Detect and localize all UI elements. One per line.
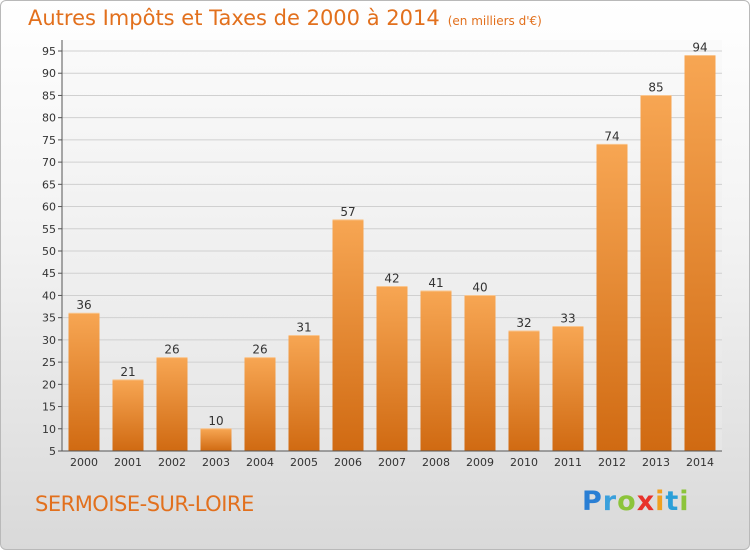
bar: [508, 331, 540, 451]
y-tick-label: 60: [42, 201, 56, 214]
unit-label: (en milliers d'€): [447, 14, 542, 28]
x-tick-label: 2011: [554, 456, 582, 469]
y-tick-label: 95: [42, 45, 56, 58]
bar: [464, 295, 496, 451]
y-axis: 5 10 15 20 25 30 35 40 45 50 55 60 65 70 75 80 85 90 95: [42, 40, 63, 458]
bar: [640, 95, 672, 451]
x-tick-label: 2012: [598, 456, 626, 469]
logo-letter: i: [655, 486, 666, 517]
data-label: 26: [164, 343, 179, 357]
x-tick-label: 2000: [70, 456, 98, 469]
bar: [288, 335, 320, 451]
bar: [156, 357, 188, 451]
y-tick-label: 50: [42, 245, 56, 258]
data-label: 33: [560, 312, 575, 326]
x-tick-label: 2009: [466, 456, 494, 469]
data-label: 31: [296, 320, 311, 334]
x-tick-label: 2008: [422, 456, 450, 469]
logo-letter: t: [665, 486, 680, 517]
title-text: Autres Impôts et Taxes de 2000 à 2014: [28, 6, 440, 30]
bar: [68, 313, 100, 451]
data-label: 36: [76, 298, 91, 312]
y-tick-label: 40: [42, 289, 56, 302]
data-label: 41: [428, 276, 443, 290]
bar: [332, 219, 364, 451]
bar: [552, 326, 584, 451]
x-axis: 2000 2001 2002 2003 2004 2005 2006 2007 2008 2009…: [62, 450, 722, 469]
bar: [376, 286, 408, 451]
x-tick-label: 2013: [642, 456, 670, 469]
x-tick-label: 2002: [158, 456, 186, 469]
logo-letter: x: [636, 486, 656, 517]
data-label: 40: [472, 280, 487, 294]
bar: [200, 428, 232, 451]
data-label: 57: [340, 205, 355, 219]
data-label: 94: [692, 40, 707, 54]
logo-letter: o: [617, 486, 637, 517]
bar: [684, 55, 716, 451]
bar: [244, 357, 276, 451]
y-tick-label: 85: [42, 89, 56, 102]
data-label: 10: [208, 414, 223, 428]
data-label: 85: [648, 80, 663, 94]
y-tick-label: 90: [42, 67, 56, 80]
data-label: 42: [384, 272, 399, 286]
y-tick-label: 65: [42, 178, 56, 191]
logo-letter: i: [679, 486, 690, 517]
x-tick-label: 2004: [246, 456, 274, 469]
logo-letter: r: [602, 486, 618, 517]
y-tick-label: 45: [42, 267, 56, 280]
y-tick-label: 70: [42, 156, 56, 169]
x-tick-label: 2006: [334, 456, 362, 469]
x-tick-label: 2014: [686, 456, 714, 469]
x-tick-label: 2003: [202, 456, 230, 469]
x-tick-label: 2005: [290, 456, 318, 469]
y-tick-label: 20: [42, 378, 56, 391]
y-tick-label: 30: [42, 334, 56, 347]
y-tick-label: 55: [42, 223, 56, 236]
y-tick-label: 5: [49, 445, 56, 458]
x-tick-label: 2007: [378, 456, 406, 469]
bar: [420, 291, 452, 451]
bars: 36 21 26 10 26 31 57 42 41 40 32 33 74 85 94: [68, 40, 716, 452]
y-tick-label: 75: [42, 134, 56, 147]
y-tick-label: 25: [42, 356, 56, 369]
bar: [596, 144, 628, 452]
bar: [112, 379, 144, 451]
logo-letter: P: [582, 486, 603, 517]
x-tick-label: 2001: [114, 456, 142, 469]
data-label: 32: [516, 316, 531, 330]
location-name: SERMOISE-SUR-LOIRE: [35, 492, 254, 516]
y-tick-label: 80: [42, 112, 56, 125]
y-tick-label: 35: [42, 312, 56, 325]
chart-title: Autres Impôts et Taxes de 2000 à 2014 (en…: [28, 6, 542, 30]
data-label: 21: [120, 365, 135, 379]
data-label: 74: [604, 129, 619, 143]
brand-logo: Proxiti: [582, 486, 690, 517]
y-tick-label: 10: [42, 423, 56, 436]
x-tick-label: 2010: [510, 456, 538, 469]
y-tick-label: 15: [42, 401, 56, 414]
data-label: 26: [252, 343, 267, 357]
